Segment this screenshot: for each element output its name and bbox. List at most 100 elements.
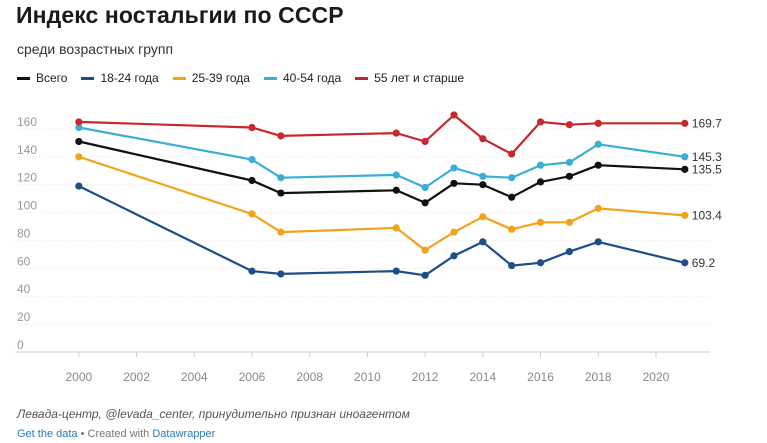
- data-point: [681, 153, 689, 161]
- data-point: [248, 210, 256, 218]
- data-point: [479, 238, 487, 246]
- data-point: [594, 204, 602, 212]
- get-data-link[interactable]: Get the data: [17, 428, 78, 440]
- legend-item-25-39: 25-39 года: [172, 71, 250, 85]
- x-tick-label: 2016: [527, 370, 554, 384]
- data-point: [536, 178, 545, 186]
- data-point: [75, 118, 83, 126]
- data-point: [681, 119, 689, 127]
- data-point: [277, 174, 285, 182]
- data-point: [277, 132, 285, 140]
- legend-item-40-54: 40-54 года: [263, 71, 342, 85]
- data-point: [421, 137, 429, 146]
- datawrapper-link[interactable]: Datawrapper: [152, 428, 216, 440]
- x-tick-label: 2010: [354, 370, 381, 384]
- data-point: [277, 228, 285, 236]
- data-point: [248, 267, 256, 275]
- y-tick-label: 40: [17, 282, 31, 296]
- data-point: [450, 111, 458, 119]
- data-point: [75, 137, 83, 146]
- created-with-text: Created with: [87, 428, 150, 440]
- end-value-label: 135.5: [692, 162, 722, 176]
- y-tick-label: 100: [17, 199, 37, 213]
- y-tick-label: 0: [17, 338, 24, 352]
- y-tick-label: 20: [17, 310, 31, 324]
- y-tick-label: 120: [17, 171, 37, 185]
- data-point: [508, 150, 516, 158]
- y-tick-label: 140: [17, 143, 37, 157]
- data-point: [75, 123, 83, 132]
- data-point: [421, 183, 429, 192]
- data-point: [681, 211, 689, 219]
- legend-swatch: [172, 76, 186, 80]
- series-line: [78, 113, 685, 156]
- data-point: [536, 218, 545, 226]
- chart-legend: Всего 18-24 года 25-39 года 40-54 года 5…: [17, 71, 478, 85]
- footer-links: Get the data • Created with Datawrapper: [17, 428, 215, 440]
- data-point: [75, 182, 83, 190]
- legend-label: 18-24 года: [100, 71, 159, 85]
- data-point: [479, 181, 487, 189]
- x-tick-label: 2018: [585, 370, 612, 384]
- data-point: [450, 179, 458, 187]
- chart-subtitle: среди возрастных групп: [17, 41, 174, 57]
- x-tick-label: 2020: [643, 370, 670, 384]
- x-tick-label: 2012: [412, 370, 439, 384]
- x-tick-label: 2014: [469, 370, 496, 384]
- legend-item-vsego: Всего: [17, 71, 67, 85]
- data-point: [392, 267, 400, 275]
- series-line: [78, 126, 685, 189]
- y-tick-label: 160: [17, 115, 37, 129]
- legend-label: Всего: [36, 71, 68, 85]
- data-point: [565, 248, 573, 256]
- chart-title: Индекс ностальгии по СССР: [16, 2, 344, 28]
- legend-swatch: [355, 76, 369, 80]
- legend-item-55-plus: 55 лет и старше: [355, 71, 464, 85]
- x-tick-label: 2002: [123, 370, 150, 384]
- data-point: [508, 174, 516, 182]
- y-tick-label: 80: [17, 226, 31, 240]
- data-point: [450, 228, 458, 236]
- data-point: [565, 218, 573, 226]
- legend-label: 40-54 года: [282, 71, 342, 85]
- end-value-label: 145.3: [692, 150, 722, 164]
- data-point: [565, 158, 573, 166]
- data-point: [75, 153, 83, 161]
- series-line: [78, 140, 685, 204]
- data-point: [681, 259, 689, 267]
- data-point: [392, 186, 400, 194]
- data-point: [594, 161, 602, 169]
- data-point: [392, 224, 400, 232]
- x-tick-label: 2004: [181, 370, 208, 384]
- end-value-label: 103.4: [692, 208, 722, 222]
- data-point: [681, 165, 689, 173]
- series-line: [78, 185, 686, 277]
- data-point: [421, 271, 429, 279]
- legend-swatch: [17, 76, 30, 80]
- legend-swatch: [81, 76, 95, 80]
- data-point: [479, 172, 487, 180]
- data-point: [248, 176, 256, 185]
- source-note: Левада-центр, @levada_center, принудител…: [17, 407, 410, 421]
- legend-label: 25-39 года: [191, 71, 250, 85]
- data-point: [536, 118, 545, 126]
- y-tick-label: 60: [17, 254, 31, 268]
- data-point: [248, 155, 256, 164]
- data-point: [594, 238, 602, 246]
- data-point: [277, 270, 285, 278]
- data-point: [536, 161, 545, 169]
- data-point: [479, 213, 487, 221]
- data-point: [392, 171, 400, 179]
- data-point: [421, 246, 429, 254]
- end-value-label: 169.7: [692, 116, 722, 130]
- data-point: [508, 261, 516, 270]
- data-point: [594, 119, 602, 127]
- x-tick-label: 2008: [296, 370, 323, 384]
- x-tick-label: 2000: [66, 370, 93, 384]
- data-point: [450, 164, 458, 172]
- series-line: [78, 155, 685, 252]
- legend-swatch: [263, 76, 277, 80]
- footer-separator: •: [80, 428, 85, 440]
- data-point: [421, 199, 429, 207]
